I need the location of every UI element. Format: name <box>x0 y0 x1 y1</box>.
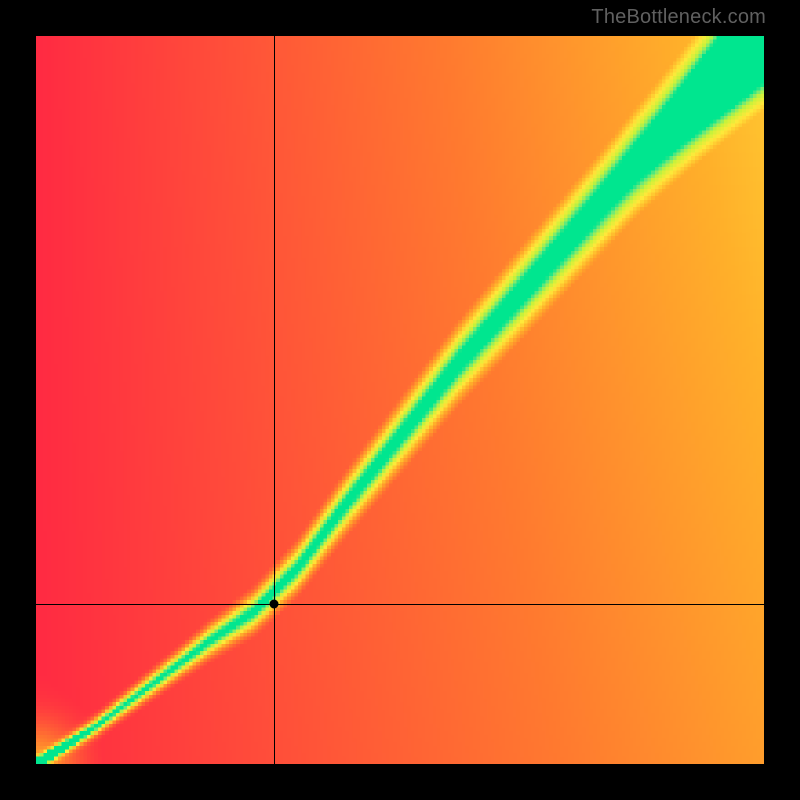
crosshair-horizontal <box>36 604 764 605</box>
bottleneck-heatmap <box>36 36 764 764</box>
heatmap-canvas <box>36 36 764 764</box>
selection-marker <box>270 599 279 608</box>
watermark-text: TheBottleneck.com <box>591 6 766 29</box>
crosshair-vertical <box>274 36 275 764</box>
